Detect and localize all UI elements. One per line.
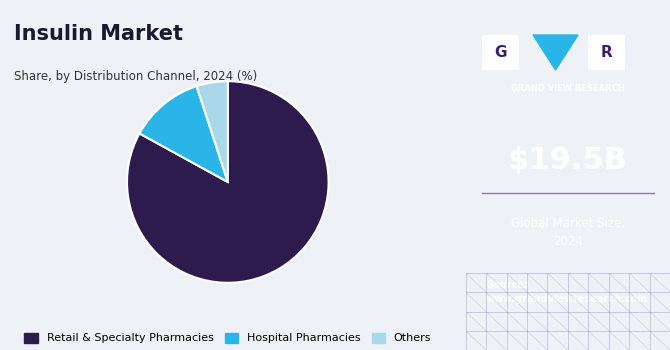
Text: G: G (494, 45, 507, 60)
Legend: Retail & Specialty Pharmacies, Hospital Pharmacies, Others: Retail & Specialty Pharmacies, Hospital … (20, 328, 436, 348)
Text: Source:
www.grandviewresearch.com: Source: www.grandviewresearch.com (486, 280, 648, 304)
Text: R: R (601, 45, 612, 60)
Wedge shape (139, 86, 228, 182)
FancyBboxPatch shape (482, 35, 519, 70)
FancyBboxPatch shape (588, 35, 625, 70)
Text: $19.5B: $19.5B (508, 147, 628, 175)
Text: Global Market Size,
2024: Global Market Size, 2024 (511, 217, 625, 248)
Text: Insulin Market: Insulin Market (14, 25, 183, 44)
Text: Share, by Distribution Channel, 2024 (%): Share, by Distribution Channel, 2024 (%) (14, 70, 257, 83)
Text: GRAND VIEW RESEARCH: GRAND VIEW RESEARCH (511, 84, 624, 93)
Wedge shape (197, 81, 228, 182)
Wedge shape (127, 81, 328, 283)
Polygon shape (533, 35, 578, 70)
